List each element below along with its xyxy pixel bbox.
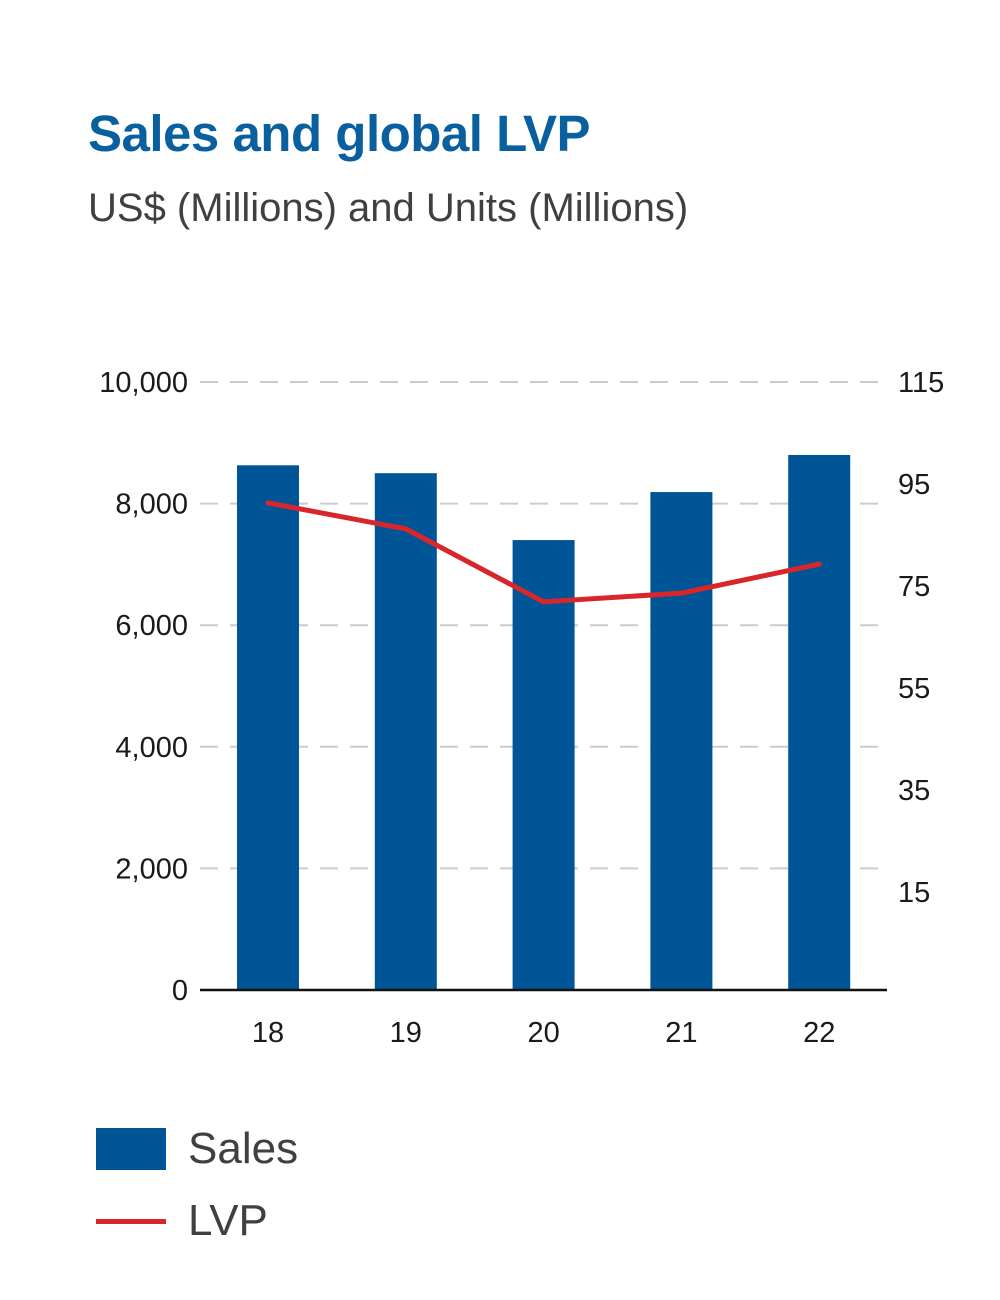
right-axis-tick-label: 95	[898, 469, 930, 501]
legend-label-sales: Sales	[188, 1124, 299, 1173]
left-axis-tick-label: 6,000	[115, 610, 188, 642]
legend-item-sales: Sales	[96, 1124, 298, 1174]
chart-subtitle: US$ (Millions) and Units (Millions)	[88, 186, 689, 230]
legend-swatch-lvp	[96, 1218, 166, 1224]
right-axis-tick-label: 55	[898, 673, 930, 705]
x-axis-tick-label: 20	[527, 1017, 559, 1049]
point-lvp-20	[541, 599, 547, 605]
legend-item-lvp: LVP	[96, 1196, 268, 1246]
bar-sales-20	[512, 540, 575, 990]
bar-sales-18	[237, 465, 299, 990]
point-lvp-19	[403, 526, 409, 532]
right-axis-tick-label: 15	[898, 877, 930, 909]
bar-sales-22	[788, 454, 851, 991]
bar-sales-21	[650, 492, 713, 990]
x-axis-tick-label: 21	[665, 1017, 697, 1049]
left-axis-tick-label: 10,000	[99, 367, 188, 399]
x-axis-tick-label: 19	[390, 1017, 422, 1049]
left-axis-tick-label: 4,000	[115, 732, 188, 764]
point-lvp-21	[678, 590, 684, 596]
x-axis-tick-label: 22	[803, 1017, 835, 1049]
point-lvp-22	[816, 561, 822, 567]
left-axis-tick-label: 0	[172, 975, 188, 1007]
bar-sales-19	[374, 473, 437, 990]
point-lvp-18	[265, 500, 271, 506]
left-axis-tick-label: 2,000	[115, 853, 188, 885]
legend-swatch-sales	[96, 1128, 166, 1170]
legend-label-lvp: LVP	[188, 1196, 268, 1245]
left-axis-tick-label: 8,000	[115, 489, 188, 521]
right-axis-tick-label: 75	[898, 571, 930, 603]
right-axis-tick-label: 35	[898, 775, 930, 807]
x-axis-tick-label: 18	[252, 1017, 284, 1049]
chart-title: Sales and global LVP	[88, 105, 591, 162]
right-axis-tick-label: 115	[898, 367, 944, 399]
